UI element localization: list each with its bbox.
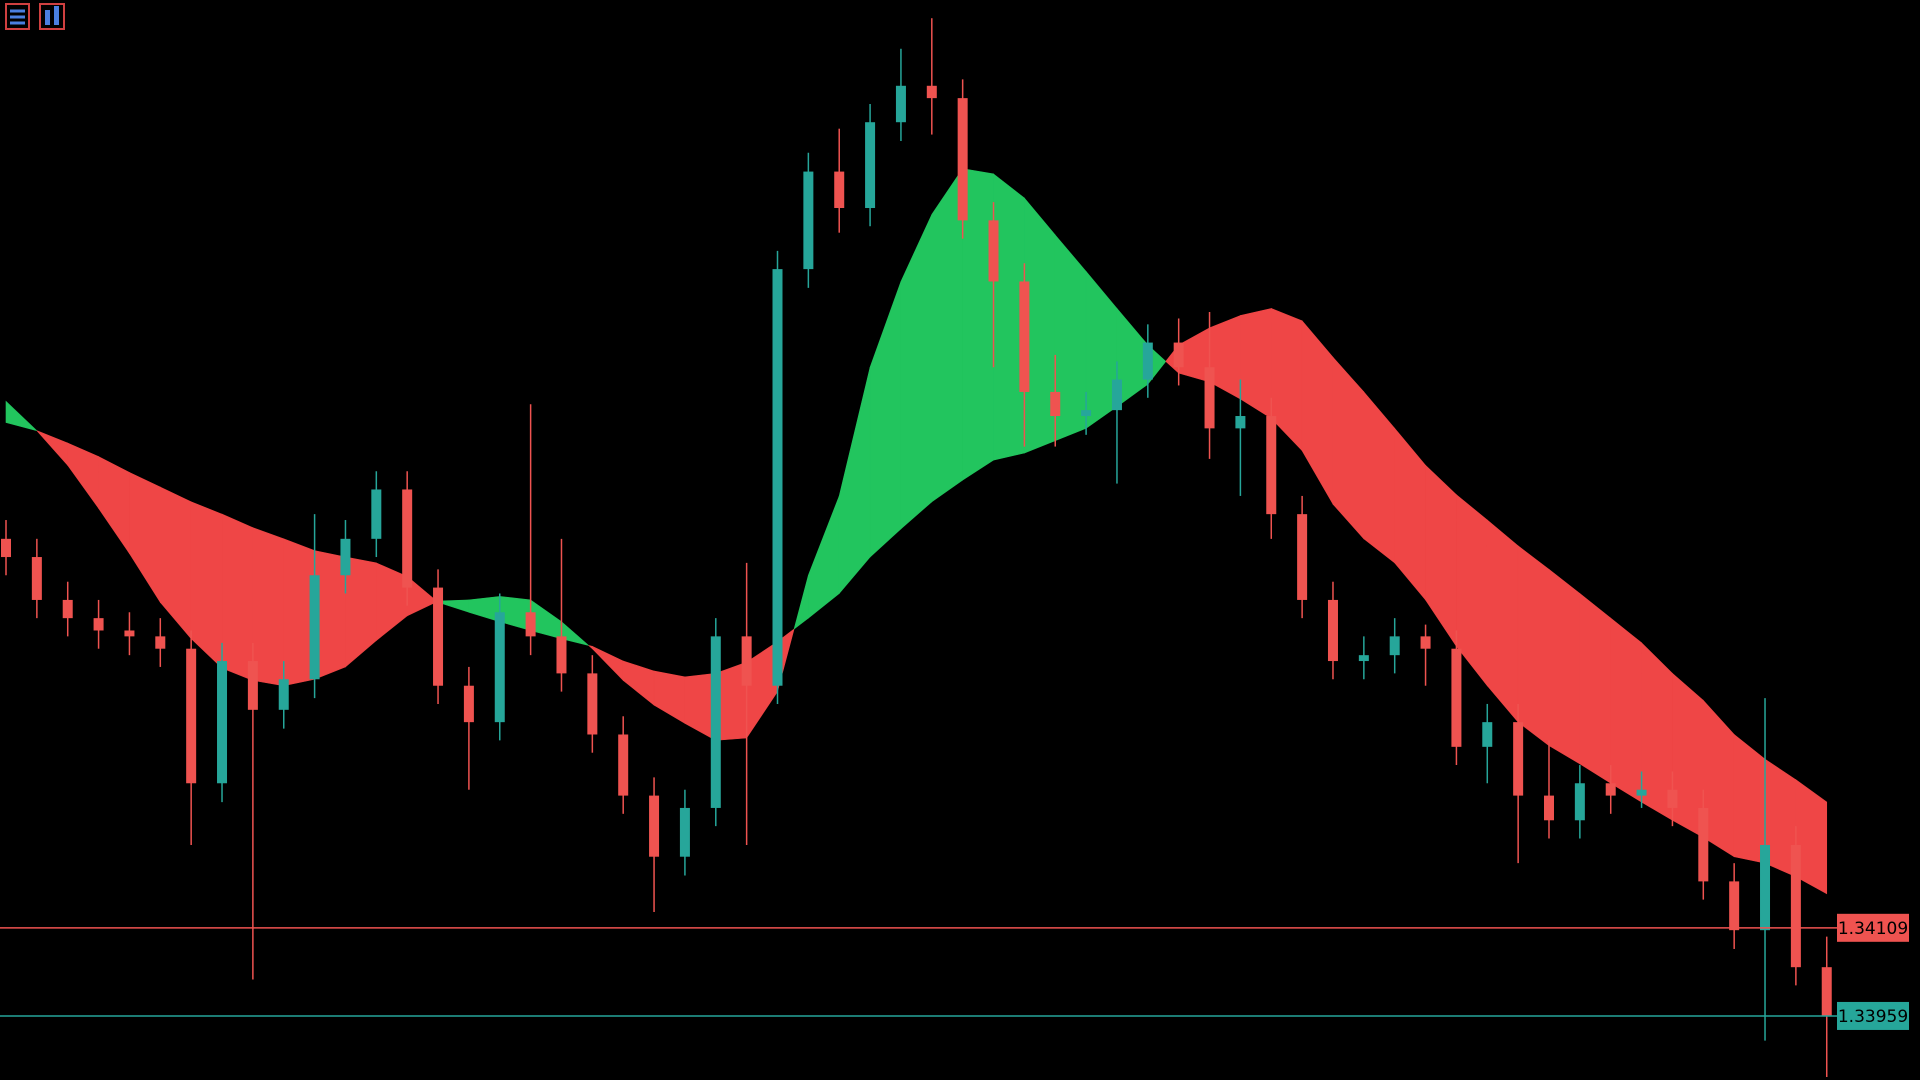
candle-body [1173,342,1184,368]
icon-bar [45,10,50,25]
band-segment [1548,568,1581,765]
candle-body [1358,655,1369,662]
price-label: 1.34109 [1838,919,1908,939]
candle-body [803,171,814,270]
price-label-box [1837,1001,1909,1030]
candle-body [1266,416,1277,515]
price-label-box [1837,913,1909,942]
toolbar-icon[interactable] [39,3,65,30]
candle-body [155,636,166,649]
candle-body [463,685,474,723]
candle-body [525,612,536,637]
candle-body [1204,367,1215,429]
candle-body [433,587,444,686]
candle-body [1420,636,1431,649]
band-segment [1610,617,1642,803]
candle-body [371,489,382,539]
band-segment [5,400,38,431]
candle-body [618,734,629,796]
candle-body [278,679,289,710]
price-label: 1.33959 [1838,1007,1908,1027]
candle-body [1698,807,1709,882]
candle-body [865,122,876,209]
candle-body [1389,636,1400,656]
candle-body [834,171,845,209]
candle-body [62,599,73,619]
candle-body [1327,599,1338,662]
candle-body [1050,391,1061,417]
candle-body [957,98,968,221]
candle-body [1081,410,1092,417]
candle-body [402,489,413,588]
band-segment [221,513,254,681]
candle-body [31,557,42,600]
candle-body [1605,783,1616,796]
candle-body [1,538,11,558]
candle-body [217,661,228,784]
band-segment [190,501,223,669]
candle-body [649,795,660,857]
candle-body [1729,881,1740,931]
candle-body [926,85,937,99]
candle-body [1790,844,1801,968]
candle-body [309,575,320,680]
candle-body [1111,379,1122,411]
candle-body [772,269,783,686]
candle-body [679,807,690,857]
band-segment [1517,545,1550,747]
candle-body [1544,795,1554,821]
candle-body [1636,789,1647,796]
candle-body [895,85,906,123]
toolbar-icon[interactable] [5,3,30,30]
candle-body [1821,967,1832,1016]
candle-body [1235,416,1246,429]
candle-body [1574,783,1585,821]
candle-body [1451,648,1462,747]
candle-body [556,636,567,674]
candle-body [93,618,104,631]
candle-body [1019,281,1030,392]
candle-body [1513,722,1524,796]
candle-body [340,538,351,576]
candle-body [1760,844,1771,931]
candle-body [1667,789,1678,808]
candle-body [124,630,135,637]
candle-body [587,673,598,735]
icon-frame [5,3,30,30]
candle-body [494,612,505,723]
icon-frame [39,3,65,30]
candle-body [1482,722,1493,747]
candle-body [741,636,752,686]
band-segment [1579,592,1612,784]
candle-body [1142,342,1153,380]
icon-bar [54,6,59,25]
band-segment [1795,779,1828,895]
band-segment [1240,308,1272,419]
candle-body [247,661,258,710]
candle-body [988,220,999,282]
candle-body [1297,514,1308,600]
candle-body [186,648,197,784]
candle-body [710,636,721,808]
